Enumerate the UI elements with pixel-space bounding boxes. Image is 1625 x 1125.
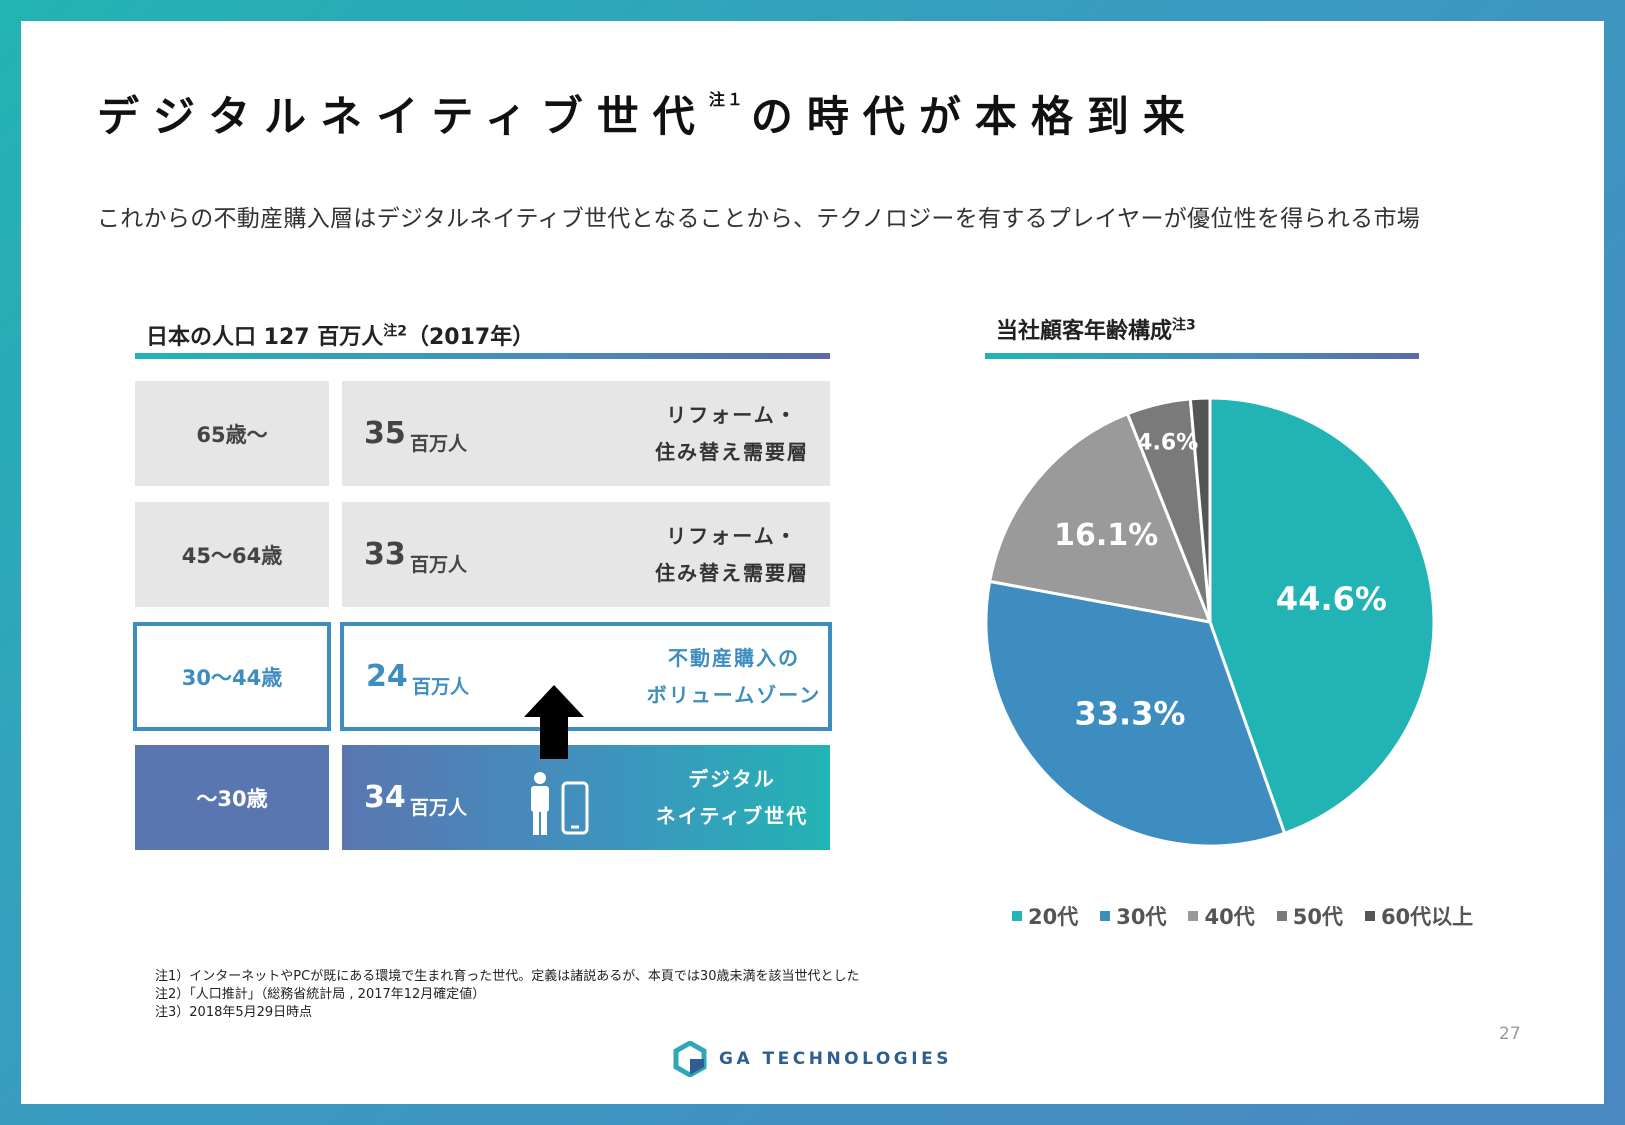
chart-legend: 20代 30代 40代 50代 60代以上 [1012,901,1495,931]
population-unit: 百万人 [410,554,468,576]
population-value: 24 [366,659,408,694]
age-cell-45-64: 45〜64歳 [135,502,329,607]
population-unit: 百万人 [412,676,470,698]
legend-label: 60代以上 [1380,905,1474,929]
age-label: 45〜64歳 [181,543,283,568]
legend-swatch [1276,911,1287,921]
segment-description: リフォーム・ 住み替え需要層 [655,524,809,585]
age-cell-under30: 〜30歳 [135,745,329,850]
legend-label: 20代 [1028,905,1079,929]
population-value: 34 [364,780,406,815]
age-label: 65歳〜 [196,422,268,447]
slice-value-label: 4.6% [1137,430,1198,455]
age-cell-65plus: 65歳〜 [135,381,329,486]
legend-swatch [1012,911,1022,921]
page-number: 27 [1499,1024,1521,1044]
population-value: 33 [364,537,406,572]
pie-slice-60代以上 [1188,396,1212,623]
segment-description: リフォーム・ 住み替え需要層 [655,403,809,464]
slice-value-label: 33.3% [1074,695,1185,733]
legend-label: 40代 [1204,905,1255,929]
age-pie-chart: 44.6% 33.3% 16.1% 4.6% [984,396,1436,848]
legend-item: 30代 [1100,901,1166,931]
logo-text: GA TECHNOLOGIES [719,1049,952,1069]
legend-item: 20代 [1012,901,1078,931]
legend-swatch [1188,911,1199,921]
slide: デジタルネイティブ世代注１ の時代が本格到来 これからの不動産購入層はデジタルネイ… [21,21,1604,1104]
legend-item: 50代 [1276,901,1343,931]
pie-slice-20代 [1208,396,1436,836]
ga-logo-icon [673,1041,707,1077]
legend-label: 30代 [1116,905,1167,929]
page-title: デジタルネイティブ世代注１ の時代が本格到来 [97,90,1199,141]
population-value: 35 [364,416,406,451]
pie-slice-30代 [984,579,1287,848]
slice-value-label: 44.6% [1276,580,1387,618]
company-logo: GA TECHNOLOGIES [673,1041,952,1077]
legend-swatch [1100,911,1111,921]
up-arrow-icon [524,685,584,759]
population-title: 日本の人口 127 百万人注2（2017年） [146,323,535,350]
person-with-smartphone-icon [531,772,589,835]
legend-swatch [1364,911,1375,921]
segment-description: 不動産購入の ボリュームゾーン [646,646,822,707]
age-label: 30〜44歳 [181,665,283,690]
slice-value-label: 16.1% [1054,518,1158,553]
population-title-underline [135,353,830,359]
footnote: 注3）2018年5月29日時点 [155,1005,313,1020]
footnote: 注1）インターネットやPCが既にある環境で生まれ育った世代。定義は諸説あるが、本… [155,969,860,984]
segment-description: デジタル ネイティブ世代 [655,767,809,828]
pie-slice-40代 [987,411,1213,624]
population-cell-30-44: 24 百万人 不動産購入の ボリュームゾーン [340,622,832,731]
population-cell-65plus: 35 百万人 リフォーム・ 住み替え需要層 [342,381,830,486]
footnotes: 注1）インターネットやPCが既にある環境で生まれ育った世代。定義は諸説あるが、本… [155,968,859,1022]
population-cell-45-64: 33 百万人 リフォーム・ 住み替え需要層 [342,502,830,607]
legend-label: 50代 [1292,905,1343,929]
age-cell-30-44: 30〜44歳 [133,622,331,731]
age-label: 〜30歳 [196,786,268,811]
page-subtitle: これからの不動産購入層はデジタルネイティブ世代となることから、テクノロジーを有す… [97,206,1421,232]
customer-title-underline [985,353,1419,359]
population-unit: 百万人 [410,433,468,455]
population-unit: 百万人 [410,797,468,819]
legend-item: 60代以上 [1364,901,1474,931]
footnote: 注2）「人口推計」（総務省統計局 , 2017年12月確定値） [155,987,486,1002]
customer-title: 当社顧客年齢構成注3 [996,317,1196,344]
legend-item: 40代 [1188,901,1255,931]
title-note: 注１ [708,90,745,109]
